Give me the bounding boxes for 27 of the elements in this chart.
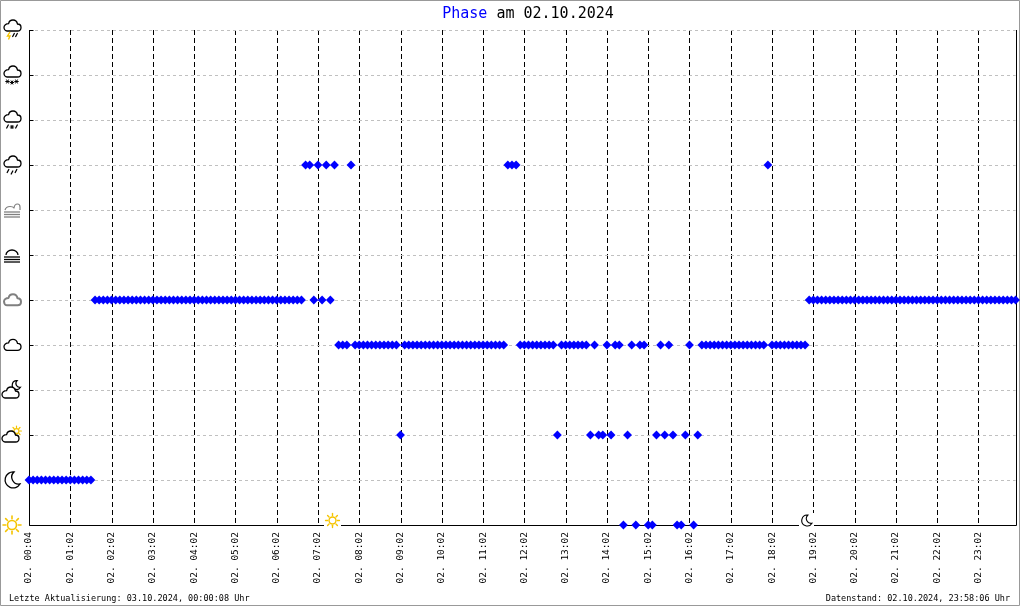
x-tick-label: 02. 12:02: [517, 532, 529, 584]
x-tick-label: 02. 02:02: [105, 532, 117, 584]
text: Datenstand: 02.10.2024, 23:58:06 Uhr: [825, 593, 1010, 603]
x-tick-label: 02. 05:02: [228, 532, 240, 584]
x-tick-label: 02. 14:02: [600, 532, 612, 584]
x-tick-label: 02. 03:02: [146, 532, 158, 584]
x-tick-label: 02. 17:02: [724, 532, 736, 584]
text: Letzte Aktualisierung: 03.10.2024, 00:00:08 Uhr: [9, 593, 250, 603]
x-tick-label: 02. 18:02: [765, 532, 777, 584]
x-tick-label: 02. 21:02: [889, 532, 901, 584]
x-tick-label: 02. 20:02: [848, 532, 860, 584]
chart-title: Phase am 02.10.2024: [442, 4, 614, 22]
x-tick-label: 02. 22:02: [930, 532, 942, 584]
x-tick-label: 02. 11:02: [476, 532, 488, 584]
x-tick-label: 02. 08:02: [352, 532, 364, 584]
x-tick-label: 02. 09:02: [393, 532, 405, 584]
x-tick-label: 02. 00:04: [22, 531, 34, 584]
x-tick-label: 02. 10:02: [435, 532, 447, 584]
x-tick-label: 02. 15:02: [641, 532, 653, 584]
x-tick-label: 02. 16:02: [682, 532, 694, 584]
x-tick-label: 02. 04:02: [187, 532, 199, 584]
x-tick-label: 02. 01:02: [63, 532, 75, 584]
x-tick-label: 02. 06:02: [270, 532, 282, 584]
x-tick-label: 02. 07:02: [311, 532, 323, 584]
x-tick-label: 02. 19:02: [806, 532, 818, 584]
x-tick-label: 02. 13:02: [559, 532, 571, 584]
x-tick-label: 02. 23:02: [971, 532, 983, 584]
